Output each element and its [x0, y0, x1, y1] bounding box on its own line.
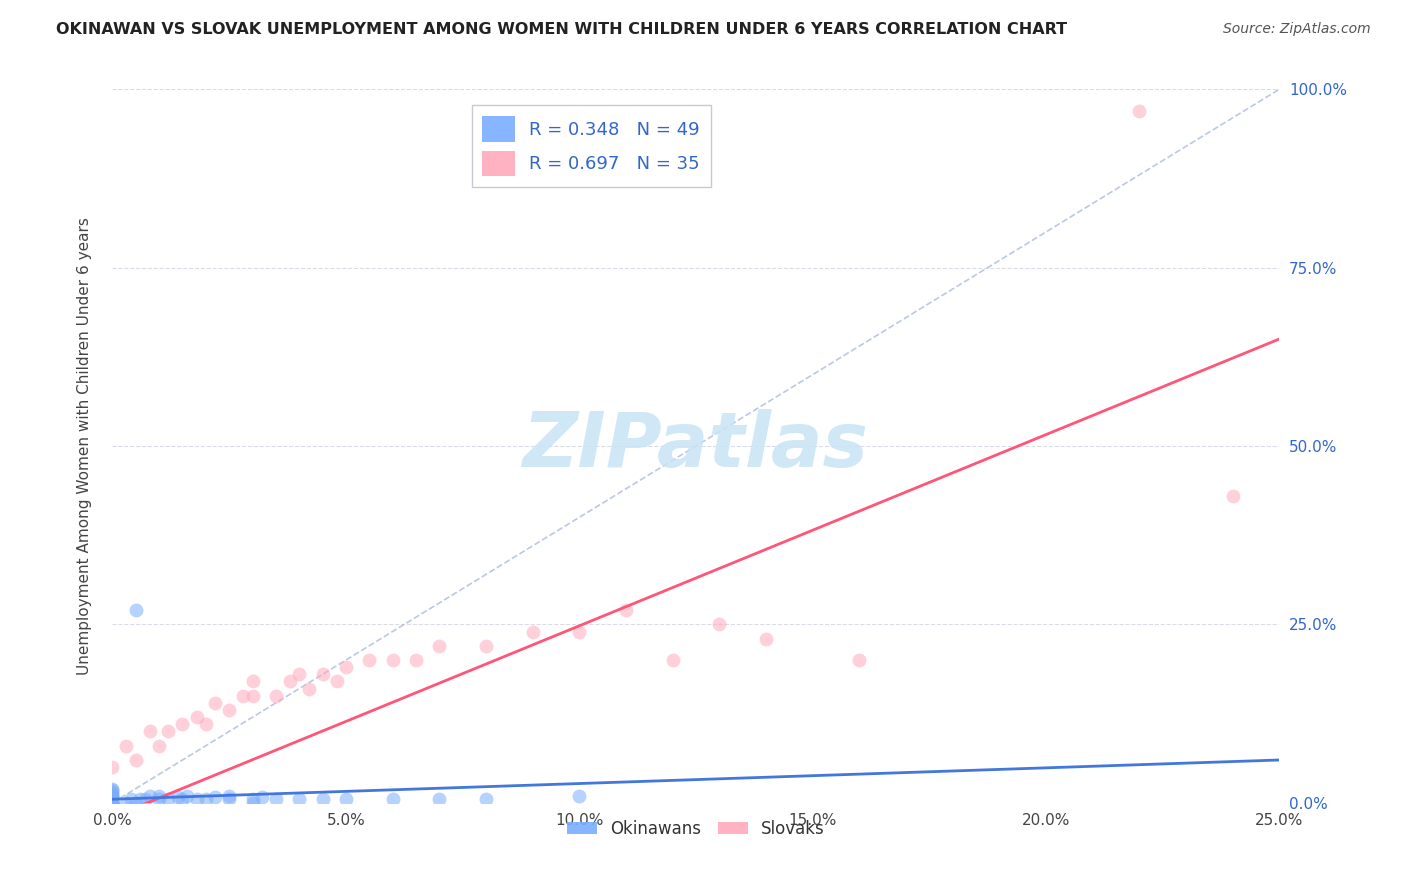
Point [218, 789, 240, 803]
Point [204, 696, 226, 710]
Point [115, 739, 138, 753]
Point [115, 796, 138, 810]
Point [101, 796, 124, 810]
Point [186, 710, 208, 724]
Point [381, 792, 404, 806]
Point [709, 617, 731, 632]
Point [101, 796, 124, 810]
Point [232, 689, 254, 703]
Point [1222, 489, 1244, 503]
Point [101, 787, 124, 801]
Point [101, 783, 124, 797]
Point [405, 653, 427, 667]
Point [335, 792, 357, 806]
Point [157, 724, 180, 739]
Point [264, 689, 287, 703]
Point [176, 789, 198, 803]
Point [242, 792, 264, 806]
Point [218, 703, 240, 717]
Point [101, 789, 124, 803]
Point [125, 753, 148, 767]
Point [101, 792, 124, 806]
Point [242, 674, 264, 689]
Point [101, 796, 124, 810]
Point [134, 792, 156, 806]
Point [568, 624, 591, 639]
Point [242, 796, 264, 810]
Point [139, 789, 162, 803]
Point [194, 717, 217, 731]
Point [157, 792, 180, 806]
Point [475, 792, 498, 806]
Point [848, 653, 870, 667]
Point [101, 760, 124, 774]
Y-axis label: Unemployment Among Women with Children Under 6 years: Unemployment Among Women with Children U… [77, 217, 91, 675]
Point [427, 792, 450, 806]
Point [139, 724, 162, 739]
Point [335, 660, 357, 674]
Point [101, 796, 124, 810]
Point [101, 785, 124, 799]
Point [661, 653, 683, 667]
Point [218, 792, 240, 806]
Point [101, 796, 124, 810]
Text: OKINAWAN VS SLOVAK UNEMPLOYMENT AMONG WOMEN WITH CHILDREN UNDER 6 YEARS CORRELAT: OKINAWAN VS SLOVAK UNEMPLOYMENT AMONG WO… [56, 22, 1067, 37]
Point [288, 667, 311, 681]
Point [522, 624, 544, 639]
Point [129, 792, 152, 806]
Point [1128, 103, 1150, 118]
Point [125, 796, 148, 810]
Legend: Okinawans, Slovaks: Okinawans, Slovaks [560, 814, 832, 845]
Point [250, 790, 273, 805]
Point [172, 717, 194, 731]
Text: Source: ZipAtlas.com: Source: ZipAtlas.com [1223, 22, 1371, 37]
Point [264, 792, 287, 806]
Point [148, 739, 170, 753]
Point [166, 790, 188, 805]
Point [311, 667, 333, 681]
Point [101, 796, 124, 810]
Point [475, 639, 498, 653]
Point [101, 796, 124, 810]
Point [172, 792, 194, 806]
Point [101, 792, 124, 806]
Point [204, 790, 226, 805]
Point [278, 674, 301, 689]
Point [101, 796, 124, 810]
Point [614, 603, 637, 617]
Point [311, 792, 333, 806]
Text: ZIPatlas: ZIPatlas [523, 409, 869, 483]
Point [101, 796, 124, 810]
Point [325, 674, 347, 689]
Point [186, 792, 208, 806]
Point [297, 681, 319, 696]
Point [755, 632, 778, 646]
Point [381, 653, 404, 667]
Point [101, 790, 124, 805]
Point [148, 792, 170, 806]
Point [125, 603, 148, 617]
Point [194, 792, 217, 806]
Point [288, 792, 311, 806]
Point [148, 789, 170, 803]
Point [427, 639, 450, 653]
Point [101, 792, 124, 806]
Point [568, 789, 591, 803]
Point [101, 789, 124, 803]
Point [101, 796, 124, 810]
Point [242, 689, 264, 703]
Point [101, 781, 124, 796]
Point [120, 792, 142, 806]
Point [359, 653, 381, 667]
